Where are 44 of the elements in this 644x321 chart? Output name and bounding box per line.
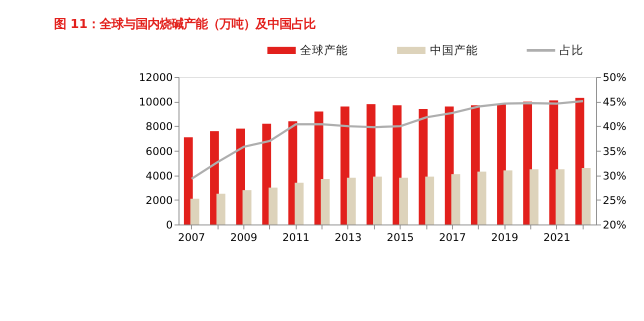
y2-tick-label: 45% — [602, 96, 626, 109]
bar — [346, 178, 356, 224]
x-tick-label: 2015 — [386, 230, 414, 244]
x-tick-label: 2007 — [178, 230, 206, 244]
legend-label: 占比 — [560, 42, 584, 57]
legend-label: 中国产能 — [430, 42, 478, 57]
chart-title: 图 11：全球与国内烧碱产能（万吨）及中国占比 — [54, 16, 316, 32]
bar — [294, 182, 304, 224]
bar — [556, 169, 565, 224]
y-tick-label: 8000 — [146, 120, 173, 134]
bar — [320, 179, 330, 224]
bar — [451, 174, 460, 224]
x-tick-label: 2017 — [438, 230, 466, 244]
bar — [242, 190, 252, 224]
bar — [530, 169, 538, 224]
y2-tick-label: 35% — [602, 144, 626, 158]
y-tick-label: 4000 — [146, 169, 173, 182]
x-tick-label: 2021 — [543, 230, 570, 244]
y-tick-label: 2000 — [146, 194, 173, 207]
legend-label: 全球产能 — [300, 42, 348, 57]
y2-tick-label: 30% — [602, 169, 626, 182]
bar — [425, 176, 434, 224]
y-tick-label: 10000 — [138, 96, 173, 109]
bar — [503, 170, 512, 224]
bar — [373, 176, 382, 224]
y2-tick-label: 50% — [602, 71, 626, 84]
bar — [399, 178, 408, 224]
line-series — [190, 100, 584, 180]
x-tick-label: 2011 — [282, 230, 310, 244]
y2-tick-label: 20% — [602, 218, 626, 232]
bar — [184, 137, 193, 224]
bar — [268, 188, 278, 224]
y-tick-label: 12000 — [138, 71, 173, 84]
bar — [216, 194, 226, 224]
y-tick-label: 6000 — [146, 144, 173, 158]
x-tick-label: 2019 — [491, 230, 518, 244]
y2-tick-label: 40% — [602, 120, 626, 134]
bar — [190, 198, 200, 224]
bar — [477, 172, 486, 224]
x-tick-label: 2009 — [230, 230, 258, 244]
y-tick-label: 0 — [166, 218, 173, 232]
bar — [582, 168, 591, 224]
x-tick-label: 2013 — [334, 230, 362, 244]
y2-tick-label: 25% — [602, 194, 626, 207]
